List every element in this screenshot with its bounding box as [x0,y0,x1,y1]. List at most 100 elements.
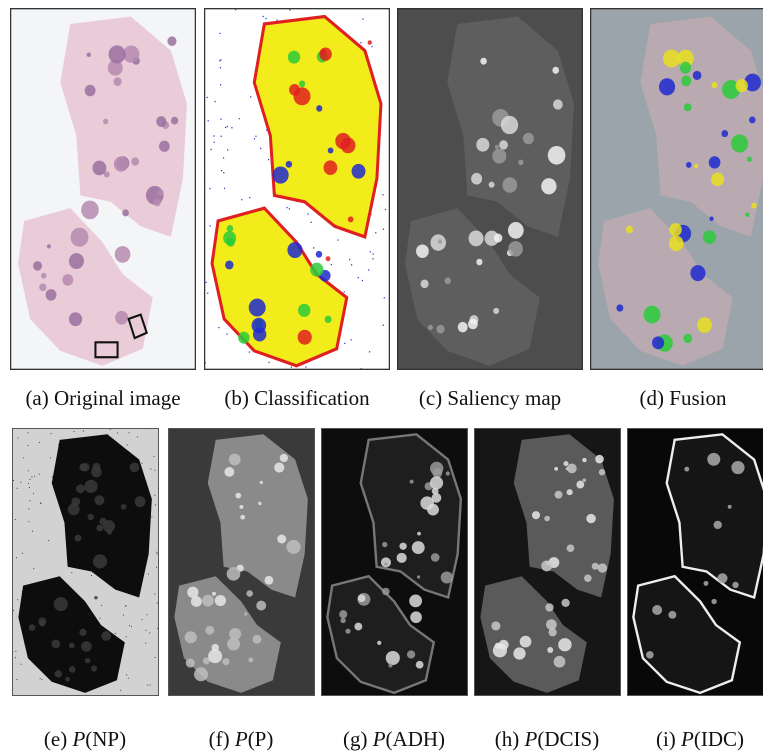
region [471,173,482,185]
region [697,317,712,333]
speckle [370,251,371,252]
region [258,502,261,505]
region [554,656,566,668]
speckle [337,239,338,240]
speckle [269,362,270,363]
caption-part: Classification [254,386,369,410]
speckle [331,264,332,265]
speckle [31,476,32,477]
region [646,651,654,659]
region [416,661,424,669]
speckle [360,42,361,43]
caption-part: (NP) [85,727,126,751]
region [274,462,284,472]
speckle [128,678,129,679]
region [549,628,557,636]
region [328,148,334,154]
region [458,322,468,333]
speckle [32,531,33,532]
region [399,543,406,550]
speckle [147,614,148,615]
region [598,563,608,572]
region [518,160,523,166]
region [265,576,274,585]
image-panel [204,8,390,370]
region [74,535,81,542]
speckle [50,457,51,458]
region [520,636,532,648]
region [502,177,517,193]
region [107,529,112,534]
region [420,496,434,509]
speckle [206,282,207,283]
speckle [226,333,227,334]
speckle [227,126,228,127]
speckle [225,127,226,128]
region [298,330,312,345]
region [745,213,749,217]
region [186,659,195,668]
region [260,481,263,484]
region [709,217,713,221]
region [352,164,366,179]
region [115,311,128,325]
region [547,647,553,653]
region [130,463,140,473]
region [248,658,253,663]
speckle [358,277,359,278]
caption-part: (i) [656,727,676,751]
speckle [91,575,92,576]
region [669,236,684,251]
region [384,562,388,565]
speckle [23,457,24,458]
region [652,336,664,349]
region [222,658,229,665]
speckle [214,142,215,143]
region [555,491,563,499]
region [492,149,506,164]
speckle [265,18,266,19]
region [501,116,518,134]
speckle [16,557,17,558]
region [47,244,51,248]
region [416,244,429,258]
speckle [249,197,250,198]
speckle [241,199,242,200]
region [409,594,422,607]
speckle [286,207,287,208]
speckle [39,442,40,443]
region [582,458,586,462]
caption-part: (b) [224,386,249,410]
speckle [137,436,138,437]
region [495,145,499,149]
region [121,504,127,510]
speckle [218,327,219,328]
caption: (b) Classification [187,386,407,411]
image-panel [12,428,159,696]
region [421,280,429,289]
region [731,134,748,152]
region [599,469,605,475]
caption-part: Fusion [669,386,726,410]
region [101,631,111,641]
speckle [384,297,385,298]
region [558,638,571,651]
region [85,85,96,97]
region [480,58,487,65]
speckle [51,433,52,434]
region [69,643,75,649]
speckle [13,480,14,481]
region [69,666,76,673]
region [240,515,245,520]
region [299,80,305,87]
speckle [29,500,30,501]
region [55,670,62,677]
speckle [220,84,221,85]
region [711,82,717,88]
speckle [207,97,208,98]
image-panel [10,8,196,370]
region [249,299,266,317]
region [87,514,93,520]
image-panel [627,428,763,696]
speckle [27,432,28,433]
